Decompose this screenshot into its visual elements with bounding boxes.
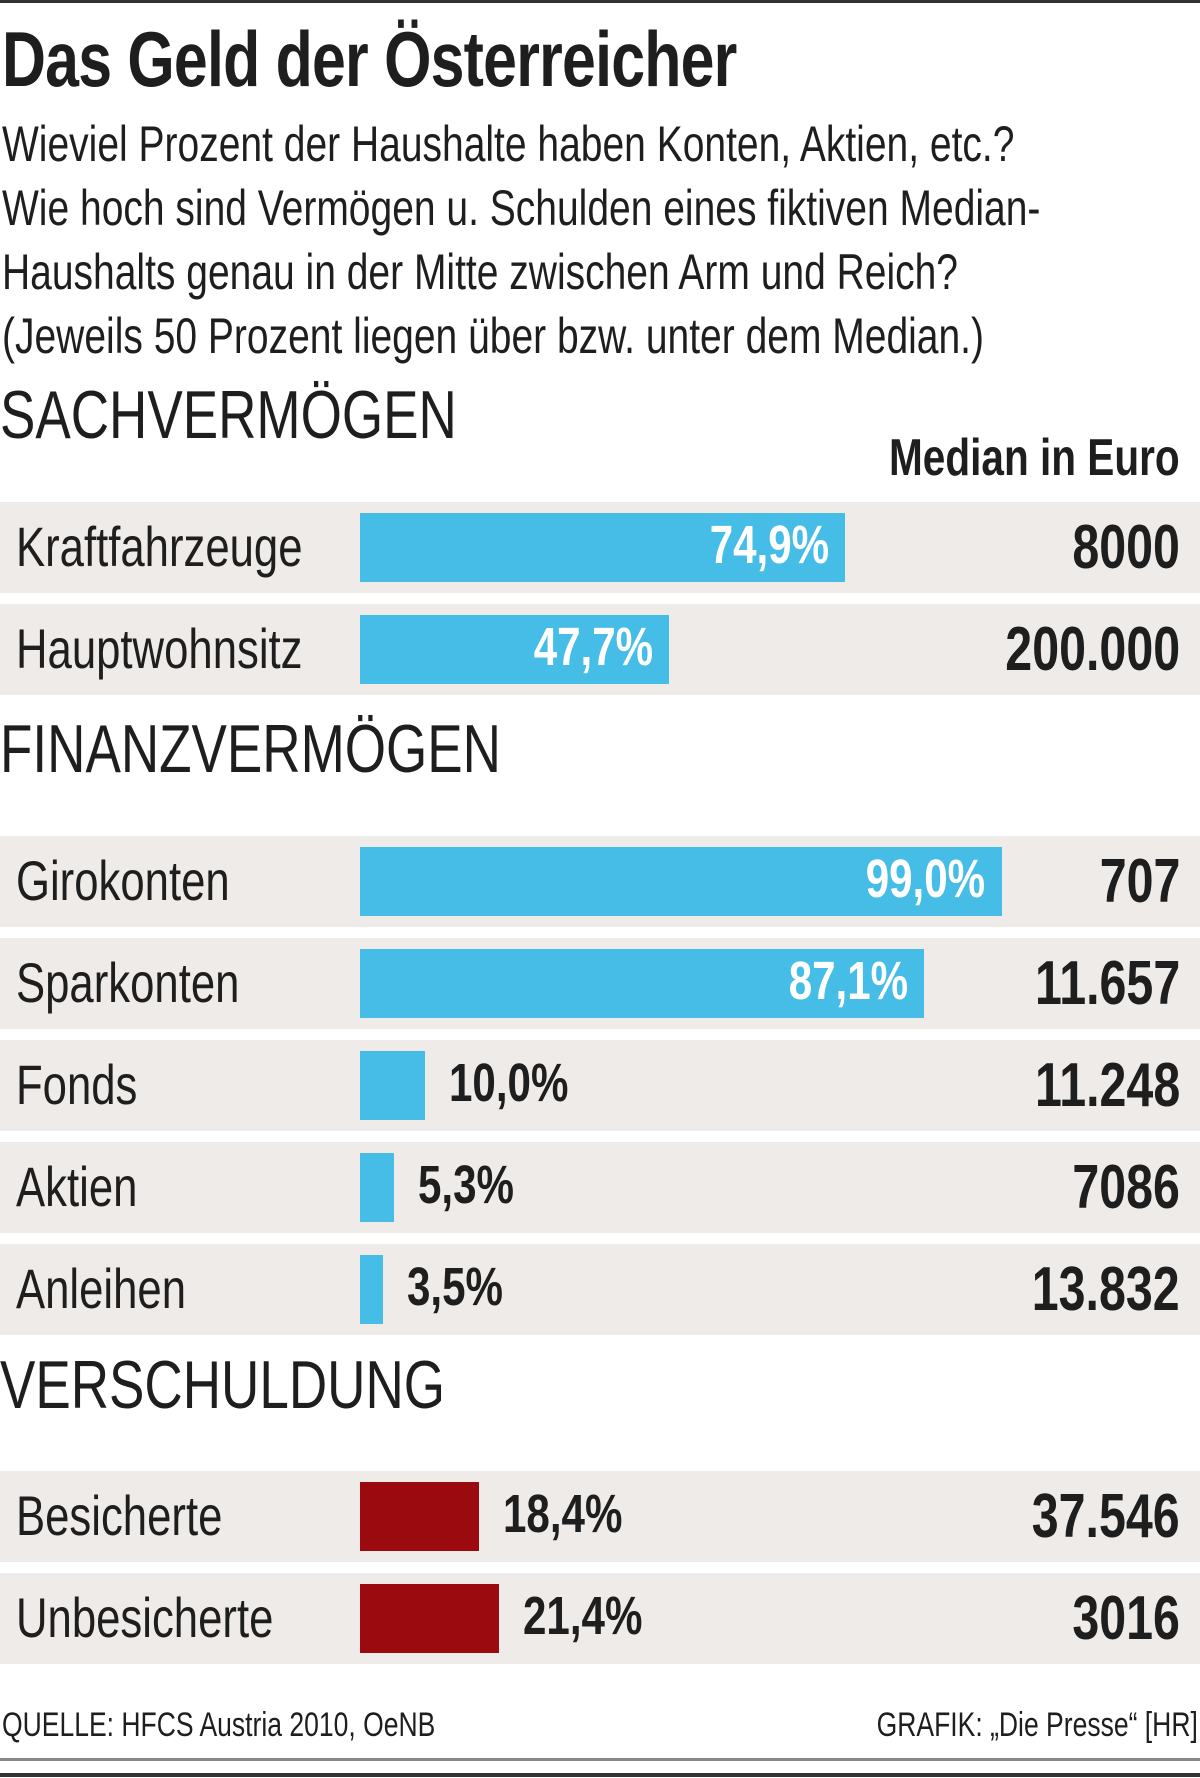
category-label-text: Besicherte [16,1484,223,1547]
median-column-header: Median in Euro [807,428,1180,488]
subtitle-line: Haushalts genau in der Mitte zwischen Ar… [2,244,958,300]
category-label-text: Unbesicherte [16,1586,274,1649]
percent-label: 74,9% [676,514,829,576]
percent-label-text: 5,3% [418,1155,515,1215]
median-value-text: 11.248 [1034,1051,1180,1120]
median-value-text: 7086 [1072,1153,1180,1222]
bar-row: Girokonten 99,0% 707 [0,836,1200,927]
category-label-text: Hauptwohnsitz [16,617,303,680]
percent-label-text: 74,9% [709,515,830,575]
bar [360,847,1002,916]
median-value-text: 8000 [1072,513,1180,582]
chart-title-text: Das Geld der Österreicher [2,15,737,103]
category-label-text: Aktien [16,1155,138,1218]
source-text: QUELLE: HFCS Austria 2010, OeNB [2,1706,436,1744]
chart-title: Das Geld der Österreicher [2,14,944,105]
percent-label-text: 47,7% [533,617,654,677]
section-heading: FINANZVERMÖGEN [0,710,642,788]
section-heading: VERSCHULDUNG [0,1346,571,1424]
credit-note: GRAFIK: „Die Presse“ [HR] [786,1706,1198,1745]
category-label: Fonds [16,1052,172,1117]
bar [360,1153,395,1222]
median-value: 11.657 [994,948,1180,1019]
bar [360,1584,499,1653]
category-label: Kraftfahrzeuge [16,514,383,579]
section-heading-text: SACHVERMÖGEN [0,377,457,453]
subtitle-line: Wieviel Prozent der Haushalte haben Kont… [2,116,1015,172]
category-label: Besicherte [16,1483,281,1548]
percent-label: 47,7% [500,616,653,678]
median-value-text: 707 [1099,847,1180,916]
bar [360,1255,383,1324]
bar-row: Aktien 5,3% 7086 [0,1142,1200,1233]
percent-label: 87,1% [755,950,908,1012]
median-value-text: 3016 [1072,1584,1180,1653]
bar [360,1482,480,1551]
bottom-rule [0,1773,1200,1777]
category-label-text: Girokonten [16,849,230,912]
median-value: 13.832 [990,1254,1180,1325]
section-heading-text: VERSCHULDUNG [0,1347,446,1423]
section-heading: SACHVERMÖGEN [0,376,586,454]
median-header-text: Median in Euro [889,429,1180,487]
median-value: 11.248 [994,1050,1180,1121]
subtitle-line: Wie hoch sind Vermögen u. Schulden eines… [2,180,1041,236]
median-value-text: 200.000 [1005,615,1180,684]
category-label-text: Fonds [16,1053,138,1116]
bar-row: Kraftfahrzeuge 74,9% 8000 [0,502,1200,593]
percent-label: 10,0% [449,1052,602,1114]
category-label: Girokonten [16,848,290,913]
category-label: Aktien [16,1154,172,1219]
median-value-text: 37.546 [1032,1482,1180,1551]
category-label: Unbesicherte [16,1585,346,1650]
bar-row: Sparkonten 87,1% 11.657 [0,938,1200,1029]
bar-row: Fonds 10,0% 11.248 [0,1040,1200,1131]
chart-subtitle: Wieviel Prozent der Haushalte haben Kont… [2,112,1200,368]
percent-label: 5,3% [418,1154,541,1216]
bottom-rule [0,1758,1200,1761]
bar [360,949,925,1018]
median-value: 7086 [1042,1152,1180,1223]
percent-label-text: 18,4% [503,1484,623,1544]
percent-label-text: 3,5% [406,1257,503,1317]
percent-label: 21,4% [523,1585,676,1647]
median-value: 8000 [1042,512,1180,583]
percent-label: 99,0% [832,848,985,910]
category-label-text: Anleihen [16,1257,187,1320]
percent-label-text: 21,4% [522,1586,643,1646]
category-label: Hauptwohnsitz [16,616,383,681]
category-label-text: Sparkonten [16,951,240,1014]
median-value-text: 11.657 [1034,949,1180,1018]
percent-label-text: 99,0% [866,849,986,909]
credit-text: GRAFIK: „Die Presse“ [HR] [876,1706,1198,1744]
percent-label: 3,5% [407,1256,530,1318]
source-note: QUELLE: HFCS Austria 2010, OeNB [2,1706,558,1745]
percent-label: 18,4% [503,1483,656,1545]
category-label: Anleihen [16,1256,234,1321]
category-label: Sparkonten [16,950,302,1015]
bar-row: Hauptwohnsitz 47,7% 200.000 [0,604,1200,695]
bar-row: Unbesicherte 21,4% 3016 [0,1573,1200,1664]
median-value: 3016 [1042,1583,1180,1654]
percent-label-text: 10,0% [448,1053,569,1113]
bar [360,513,846,582]
median-value: 707 [1077,846,1180,917]
bar-row: Anleihen 3,5% 13.832 [0,1244,1200,1335]
subtitle-line: (Jeweils 50 Prozent liegen über bzw. unt… [2,308,985,364]
median-value: 200.000 [956,614,1180,685]
category-label-text: Kraftfahrzeuge [16,515,303,578]
median-value: 37.546 [990,1481,1180,1552]
bar-row: Besicherte 18,4% 37.546 [0,1471,1200,1562]
percent-label-text: 87,1% [788,951,909,1011]
bar [360,615,670,684]
bar [360,1051,425,1120]
median-value-text: 13.832 [1032,1255,1180,1324]
section-heading-text: FINANZVERMÖGEN [0,711,501,787]
top-rule [0,0,1200,3]
